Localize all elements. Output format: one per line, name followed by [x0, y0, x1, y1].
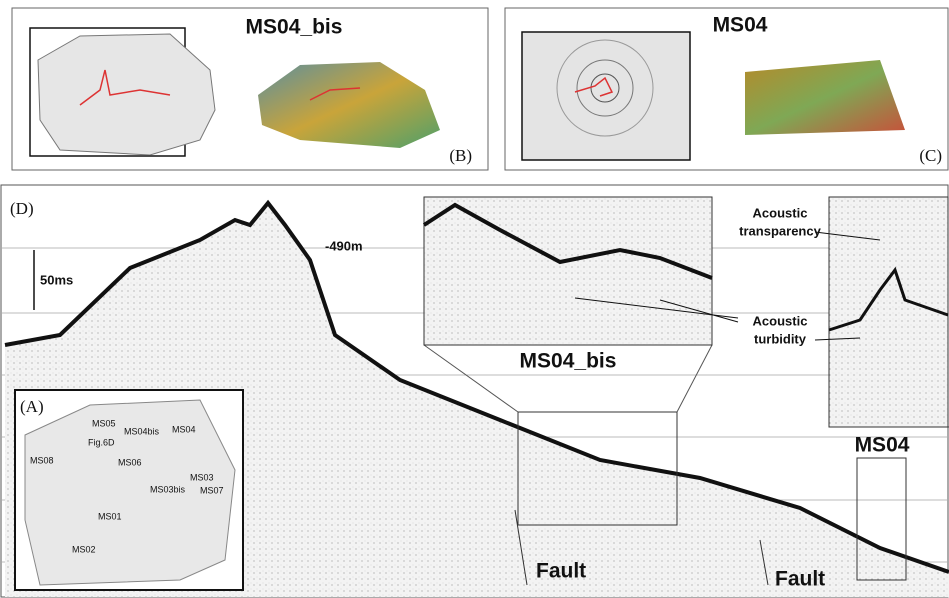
fault-line	[514, 509, 528, 586]
contour-map	[521, 31, 691, 161]
site-label: MS03bis	[150, 484, 186, 494]
fault-label: Fault	[775, 568, 825, 591]
site-label: MS02	[72, 544, 96, 554]
panel-label: (D)	[10, 199, 34, 218]
site-label: MS04bis	[124, 426, 160, 436]
annotation: Acoustic	[753, 313, 808, 328]
arrow	[814, 337, 861, 341]
site-label: MS05	[92, 418, 116, 428]
site-label: MS01	[98, 511, 122, 521]
panel-label: (A)	[20, 397, 44, 416]
zoom-inset	[423, 196, 713, 346]
track	[79, 69, 171, 106]
zoom-seafloor	[828, 266, 949, 332]
zoom-seafloor	[422, 202, 713, 280]
fault-label: Fault	[536, 560, 586, 583]
bathymetry-map	[24, 399, 236, 586]
zoom-connector	[423, 344, 519, 413]
annotation: Acoustic	[753, 205, 808, 220]
arrow	[659, 299, 739, 323]
annotation: transparency	[739, 223, 821, 238]
scale-label: 50ms	[40, 272, 73, 287]
fault-line	[759, 539, 769, 586]
depth-label: -490m	[325, 238, 363, 253]
site-label: MS04	[172, 424, 196, 434]
panel-title: MS04	[713, 14, 768, 37]
track	[574, 76, 614, 97]
zoom-connector	[676, 344, 713, 413]
panel-label: (C)	[919, 146, 942, 165]
relief-3d	[258, 62, 440, 148]
zoom-box	[856, 457, 907, 581]
site-label: MS03	[190, 472, 214, 482]
zoom-title: MS04_bis	[520, 350, 617, 373]
panel-label: (B)	[449, 146, 472, 165]
arrow	[814, 231, 881, 241]
panel-title: MS04_bis	[246, 16, 343, 39]
site-label: MS06	[118, 457, 142, 467]
zoom-title: MS04	[855, 434, 910, 457]
relief-3d	[745, 60, 905, 135]
site-label: Fig.6D	[88, 437, 115, 447]
site-label: MS08	[30, 455, 54, 465]
annotation: turbidity	[754, 331, 807, 346]
contour	[576, 59, 634, 117]
bathymetry-map	[37, 33, 216, 156]
contour	[590, 73, 620, 103]
seafloor	[4, 199, 949, 574]
zoom-inset	[828, 196, 949, 428]
contour	[556, 39, 654, 137]
track	[309, 87, 361, 101]
zoom-box	[517, 411, 678, 526]
site-label: MS07	[200, 485, 224, 495]
